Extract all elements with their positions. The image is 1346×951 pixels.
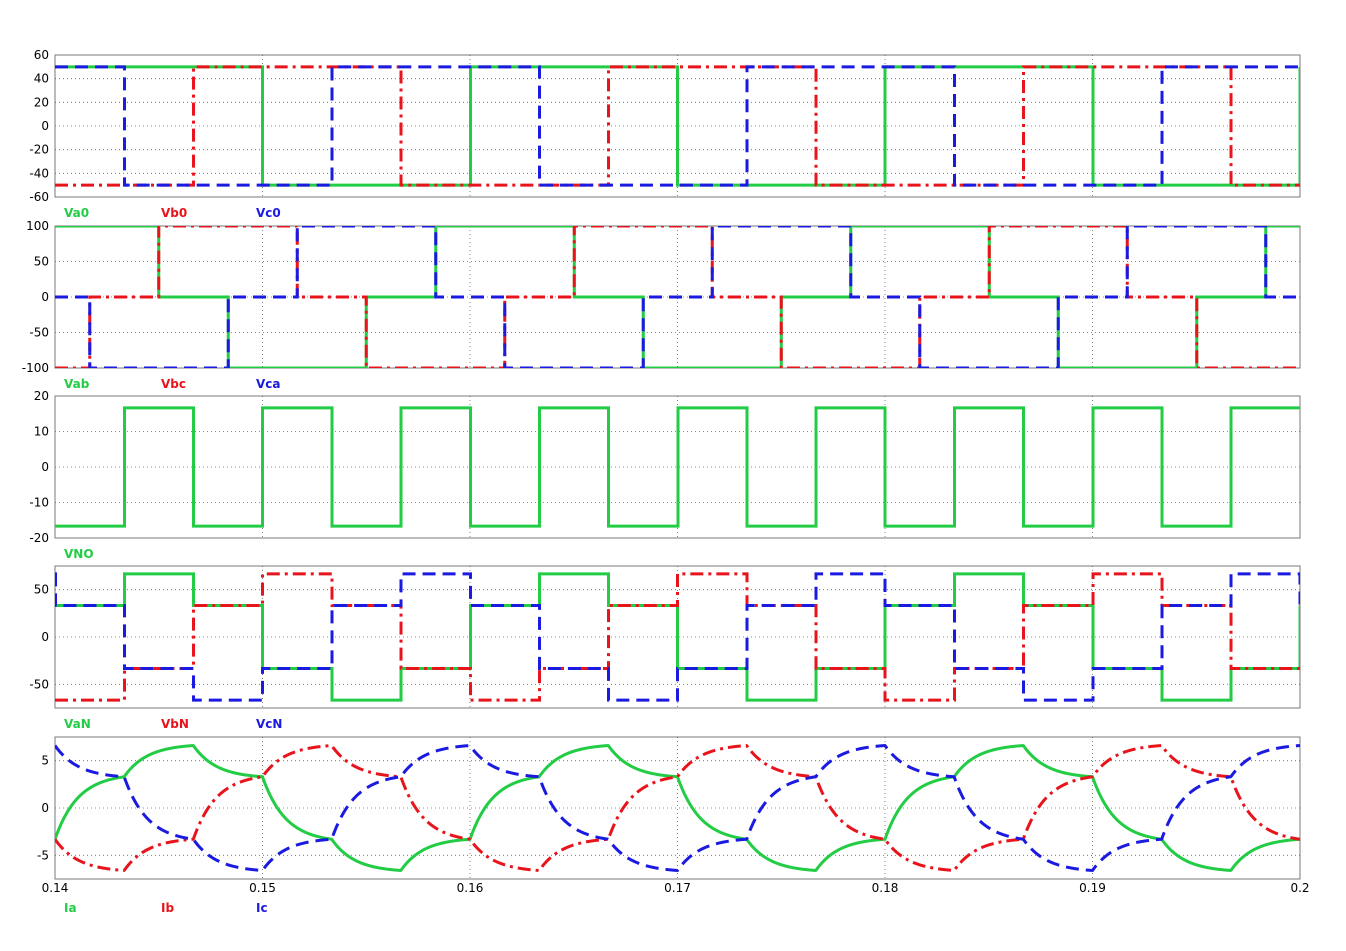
y-tick-label: 20 (34, 389, 49, 403)
legend-vbn: VbN (161, 717, 189, 731)
y-tick-label: 50 (34, 255, 49, 269)
legend-vcn: VcN (256, 717, 282, 731)
legend-van: VaN (64, 717, 91, 731)
panel-1: 60 40 20 0 -20 -40 -60 Va0 Vb0 Vc0 (29, 48, 1301, 220)
y-tick-label: 50 (34, 583, 49, 597)
y-tick-label: 100 (26, 219, 49, 233)
y-tick-label: -40 (29, 166, 49, 180)
y-tick-label: 10 (34, 425, 49, 439)
series-line-vc0 (55, 65, 1300, 187)
legend-vc0: Vc0 (256, 206, 281, 220)
legend-vca: Vca (256, 377, 281, 391)
legend-vno: VNO (64, 547, 94, 561)
y-tick-label: 40 (34, 72, 49, 86)
y-tick-label: 20 (34, 95, 49, 109)
series-line-vno (55, 406, 1300, 528)
y-tick-label: -20 (29, 143, 49, 157)
legend-ia: Ia (64, 901, 77, 915)
series-line-ib (55, 743, 1300, 873)
series-line-vca (55, 226, 1300, 368)
legend-va0: Va0 (64, 206, 89, 220)
y-tick-label: -100 (22, 361, 49, 375)
plot-area (54, 736, 1301, 880)
legend-ib: Ib (161, 901, 174, 915)
y-tick-label: 0 (41, 119, 49, 133)
x-tick-label: 0.14 (42, 881, 69, 895)
x-tick-label: 0.17 (664, 881, 691, 895)
legend-vb0: Vb0 (161, 206, 187, 220)
series-line-ic (55, 743, 1300, 873)
panel-4: 50 0 -50 VaN VbN VcN (29, 565, 1301, 731)
y-tick-label: -60 (29, 190, 49, 204)
series-line-vcn (55, 572, 1300, 702)
legend-vbc: Vbc (161, 377, 186, 391)
y-tick-label: -10 (29, 496, 49, 510)
y-tick-label: 0 (41, 460, 49, 474)
y-tick-label: -20 (29, 531, 49, 545)
panel-2: 100 50 0 -50 -100 Vab Vbc Vca (22, 219, 1301, 391)
y-tick-label: 0 (41, 290, 49, 304)
x-tick-label: 0.16 (457, 881, 484, 895)
legend-vab: Vab (64, 377, 90, 391)
y-tick-label: 5 (41, 754, 49, 768)
panel-5: 5 0 -5 0.14 0.15 0.16 0.17 0.18 0.19 0.2 Ia Ib Ic (37, 736, 1310, 915)
x-tick-label: 0.2 (1290, 881, 1309, 895)
y-tick-label: -5 (37, 848, 49, 862)
x-tick-label: 0.19 (1079, 881, 1106, 895)
y-tick-label: 0 (41, 801, 49, 815)
y-tick-label: -50 (29, 677, 49, 691)
panel-3: 20 10 0 -10 -20 VNO (29, 389, 1301, 561)
x-tick-label: 0.18 (872, 881, 899, 895)
y-tick-label: 60 (34, 48, 49, 62)
y-tick-label: -50 (29, 326, 49, 340)
x-tick-label: 0.15 (249, 881, 276, 895)
y-tick-label: 0 (41, 630, 49, 644)
legend-ic: Ic (256, 901, 268, 915)
